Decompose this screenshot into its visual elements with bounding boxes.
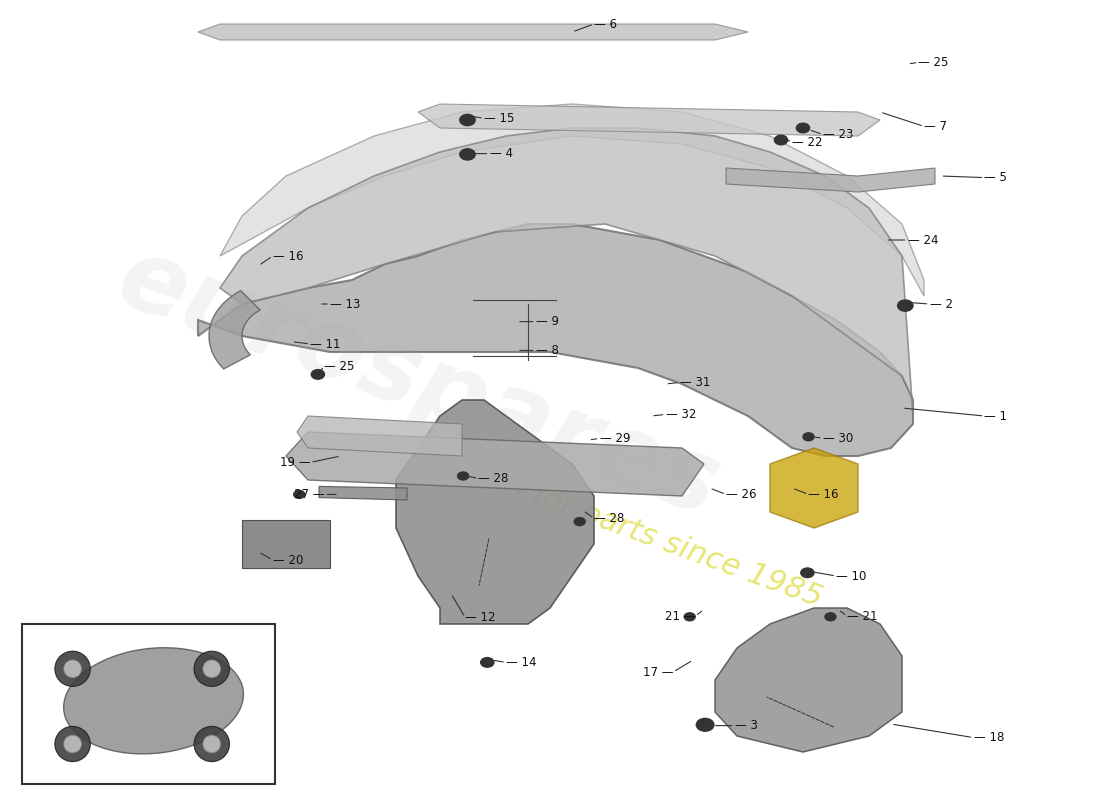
Text: — 2: — 2 (930, 298, 953, 310)
Circle shape (801, 568, 814, 578)
Circle shape (574, 518, 585, 526)
Text: — 16: — 16 (808, 488, 839, 501)
Text: — 5: — 5 (984, 171, 1008, 184)
Circle shape (774, 135, 788, 145)
Text: 19 —: 19 — (279, 456, 310, 469)
Text: — 16: — 16 (273, 250, 304, 262)
Polygon shape (242, 520, 330, 568)
Polygon shape (220, 104, 924, 296)
Ellipse shape (64, 648, 243, 754)
Text: a passion for parts since 1985: a passion for parts since 1985 (384, 427, 826, 613)
Polygon shape (770, 448, 858, 528)
Text: — 14: — 14 (506, 656, 537, 669)
Text: — 32: — 32 (666, 408, 696, 421)
Text: — 25: — 25 (918, 56, 949, 69)
Text: — 18: — 18 (974, 731, 1004, 744)
Ellipse shape (202, 735, 221, 753)
Circle shape (696, 718, 714, 731)
Text: — 30: — 30 (823, 432, 854, 445)
Text: — 7: — 7 (924, 120, 947, 133)
Circle shape (458, 472, 469, 480)
Polygon shape (198, 24, 748, 40)
Ellipse shape (194, 726, 230, 762)
Polygon shape (297, 416, 462, 456)
Text: 21 —: 21 — (664, 610, 695, 622)
Polygon shape (220, 128, 913, 416)
Ellipse shape (194, 651, 230, 686)
Text: — 10: — 10 (836, 570, 867, 582)
Circle shape (684, 613, 695, 621)
Text: — 28: — 28 (594, 512, 625, 525)
Circle shape (803, 433, 814, 441)
Circle shape (898, 300, 913, 311)
Text: — 8: — 8 (536, 344, 559, 357)
Circle shape (796, 123, 810, 133)
Circle shape (481, 658, 494, 667)
Text: — 11: — 11 (310, 338, 341, 350)
Polygon shape (319, 486, 407, 500)
Polygon shape (396, 400, 594, 624)
Text: — 1: — 1 (984, 410, 1008, 422)
Polygon shape (418, 104, 880, 136)
Circle shape (311, 370, 324, 379)
Text: — 22: — 22 (792, 136, 823, 149)
Text: — 15: — 15 (484, 112, 515, 125)
Text: — 28: — 28 (478, 472, 509, 485)
Text: — 13: — 13 (330, 298, 361, 310)
Text: — 6: — 6 (594, 18, 617, 30)
Text: eurospares: eurospares (104, 230, 732, 538)
Ellipse shape (64, 735, 81, 753)
Ellipse shape (55, 726, 90, 762)
Circle shape (294, 490, 305, 498)
Text: — 21: — 21 (847, 610, 878, 622)
Polygon shape (286, 432, 704, 496)
Polygon shape (198, 224, 913, 456)
Text: — 26: — 26 (726, 488, 757, 501)
Text: — 3: — 3 (735, 719, 758, 732)
Ellipse shape (202, 660, 221, 678)
Ellipse shape (55, 651, 90, 686)
Text: — 9: — 9 (536, 315, 559, 328)
Circle shape (460, 149, 475, 160)
Text: 17 —: 17 — (642, 666, 673, 678)
Text: — 29: — 29 (600, 432, 630, 445)
Text: — 20: — 20 (273, 554, 304, 566)
Text: — 25: — 25 (324, 360, 355, 373)
Text: — 24: — 24 (908, 234, 938, 246)
Circle shape (825, 613, 836, 621)
Polygon shape (726, 168, 935, 192)
Bar (22, 624, 275, 784)
Text: — 23: — 23 (823, 128, 854, 141)
Polygon shape (209, 290, 260, 369)
Text: — 4: — 4 (490, 147, 513, 160)
Text: — 12: — 12 (465, 611, 496, 624)
Text: — 31: — 31 (680, 376, 711, 389)
Text: 27 —: 27 — (294, 488, 324, 501)
Polygon shape (715, 608, 902, 752)
Ellipse shape (64, 660, 81, 678)
Circle shape (460, 114, 475, 126)
